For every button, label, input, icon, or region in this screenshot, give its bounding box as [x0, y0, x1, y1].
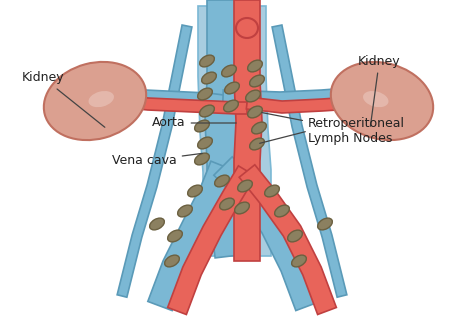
Ellipse shape — [235, 202, 249, 214]
Ellipse shape — [250, 75, 264, 87]
Ellipse shape — [252, 122, 266, 134]
Polygon shape — [148, 161, 235, 311]
Ellipse shape — [215, 175, 229, 187]
Ellipse shape — [237, 180, 252, 192]
Polygon shape — [168, 166, 255, 314]
Text: Aorta: Aorta — [152, 117, 236, 130]
Ellipse shape — [264, 185, 279, 197]
Ellipse shape — [292, 255, 306, 267]
Ellipse shape — [288, 230, 302, 242]
Ellipse shape — [164, 255, 179, 267]
Ellipse shape — [188, 185, 202, 197]
Ellipse shape — [247, 60, 263, 72]
Ellipse shape — [89, 91, 114, 107]
Polygon shape — [246, 97, 352, 113]
Ellipse shape — [198, 137, 212, 149]
Text: Kidney: Kidney — [22, 71, 105, 127]
Ellipse shape — [168, 230, 182, 242]
Polygon shape — [119, 88, 224, 111]
Ellipse shape — [274, 205, 289, 217]
Text: Kidney: Kidney — [358, 54, 401, 126]
Polygon shape — [205, 0, 247, 258]
Polygon shape — [272, 25, 347, 297]
Ellipse shape — [195, 120, 210, 132]
Ellipse shape — [195, 153, 210, 165]
Polygon shape — [118, 95, 247, 114]
Ellipse shape — [236, 18, 258, 38]
Ellipse shape — [246, 90, 260, 102]
Ellipse shape — [250, 138, 264, 150]
Ellipse shape — [247, 106, 263, 118]
Ellipse shape — [318, 218, 332, 230]
Ellipse shape — [225, 82, 239, 94]
Ellipse shape — [201, 72, 216, 84]
Ellipse shape — [44, 62, 146, 140]
Ellipse shape — [222, 65, 237, 77]
Ellipse shape — [178, 205, 192, 217]
Polygon shape — [117, 25, 192, 297]
Ellipse shape — [150, 218, 164, 230]
Ellipse shape — [198, 88, 212, 100]
Polygon shape — [198, 6, 271, 256]
Text: Retroperitoneal
Lymph Nodes: Retroperitoneal Lymph Nodes — [262, 112, 405, 145]
Text: Vena cava: Vena cava — [112, 153, 202, 167]
Ellipse shape — [200, 55, 214, 67]
Ellipse shape — [200, 105, 214, 117]
Polygon shape — [239, 165, 337, 314]
Polygon shape — [214, 157, 320, 311]
Ellipse shape — [224, 100, 238, 112]
Polygon shape — [234, 0, 262, 261]
Polygon shape — [223, 88, 348, 108]
Ellipse shape — [363, 91, 389, 107]
Ellipse shape — [331, 62, 433, 140]
Ellipse shape — [219, 198, 234, 210]
